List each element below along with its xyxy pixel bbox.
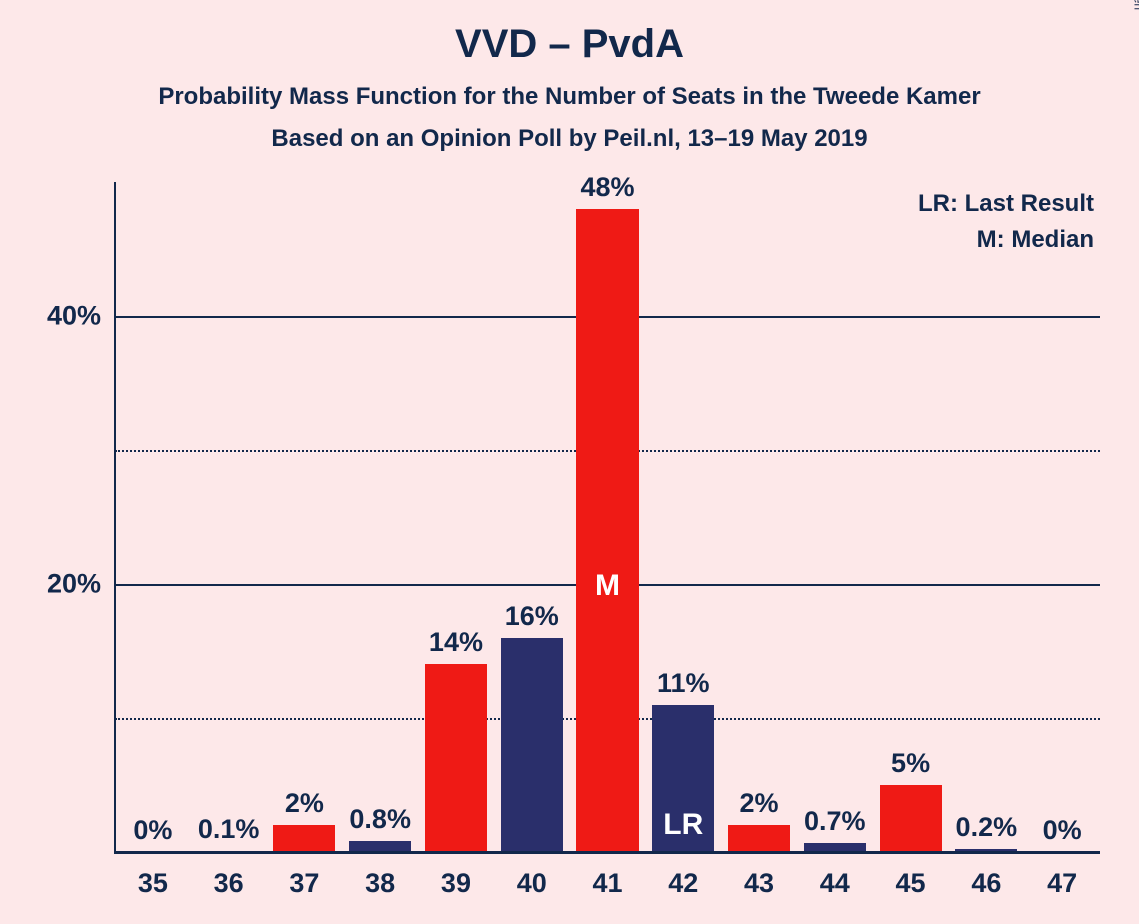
chart-title: VVD – PvdA bbox=[0, 0, 1139, 67]
x-axis-tick-label: 35 bbox=[138, 852, 168, 899]
bar-value-label: 16% bbox=[505, 601, 559, 638]
chart-plot-area: 20%40%350%360.1%372%380.8%3914%4016%4148… bbox=[115, 182, 1100, 852]
x-axis-tick-label: 44 bbox=[820, 852, 850, 899]
bar: 5% bbox=[880, 785, 942, 852]
bar-value-label: 2% bbox=[740, 788, 779, 825]
bar-value-label: 0.7% bbox=[804, 806, 866, 843]
last-result-marker: LR bbox=[663, 808, 703, 842]
x-axis-tick-label: 38 bbox=[365, 852, 395, 899]
x-axis-tick-label: 47 bbox=[1047, 852, 1077, 899]
bar-value-label: 0% bbox=[1043, 815, 1082, 852]
bar-value-label: 0.1% bbox=[198, 814, 260, 851]
x-axis-tick-label: 46 bbox=[971, 852, 1001, 899]
legend-m: M: Median bbox=[918, 226, 1094, 254]
x-axis-tick-label: 45 bbox=[896, 852, 926, 899]
x-axis-tick-label: 42 bbox=[668, 852, 698, 899]
bar-value-label: 5% bbox=[891, 748, 930, 785]
chart-subtitle-2: Based on an Opinion Poll by Peil.nl, 13–… bbox=[0, 125, 1139, 153]
bar: 48%M bbox=[576, 209, 638, 852]
x-axis-tick-label: 41 bbox=[592, 852, 622, 899]
bar-value-label: 11% bbox=[657, 668, 710, 705]
x-axis-line bbox=[114, 851, 1100, 854]
x-axis-tick-label: 39 bbox=[441, 852, 471, 899]
bar: 2% bbox=[728, 825, 790, 852]
bar: 14% bbox=[425, 664, 487, 852]
bar: 2% bbox=[273, 825, 335, 852]
bar-value-label: 0% bbox=[133, 815, 172, 852]
legend-lr: LR: Last Result bbox=[918, 190, 1094, 218]
bar-value-label: 0.2% bbox=[956, 812, 1018, 849]
bar: 11%LR bbox=[652, 705, 714, 852]
y-axis-tick-label: 40% bbox=[47, 301, 115, 332]
copyright-text: © 2020 Filip van Laenen bbox=[1131, 0, 1139, 10]
bar-value-label: 14% bbox=[429, 627, 483, 664]
x-axis-tick-label: 37 bbox=[289, 852, 319, 899]
median-marker: M bbox=[595, 569, 620, 603]
bar-value-label: 48% bbox=[580, 172, 634, 209]
bar-value-label: 2% bbox=[285, 788, 324, 825]
legend: LR: Last Result M: Median bbox=[918, 190, 1094, 254]
y-axis-line bbox=[114, 182, 116, 852]
x-axis-tick-label: 36 bbox=[214, 852, 244, 899]
y-axis-tick-label: 20% bbox=[47, 569, 115, 600]
bar-value-label: 0.8% bbox=[349, 804, 411, 841]
chart-subtitle-1: Probability Mass Function for the Number… bbox=[0, 83, 1139, 111]
x-axis-tick-label: 40 bbox=[517, 852, 547, 899]
bar: 16% bbox=[501, 638, 563, 852]
x-axis-tick-label: 43 bbox=[744, 852, 774, 899]
